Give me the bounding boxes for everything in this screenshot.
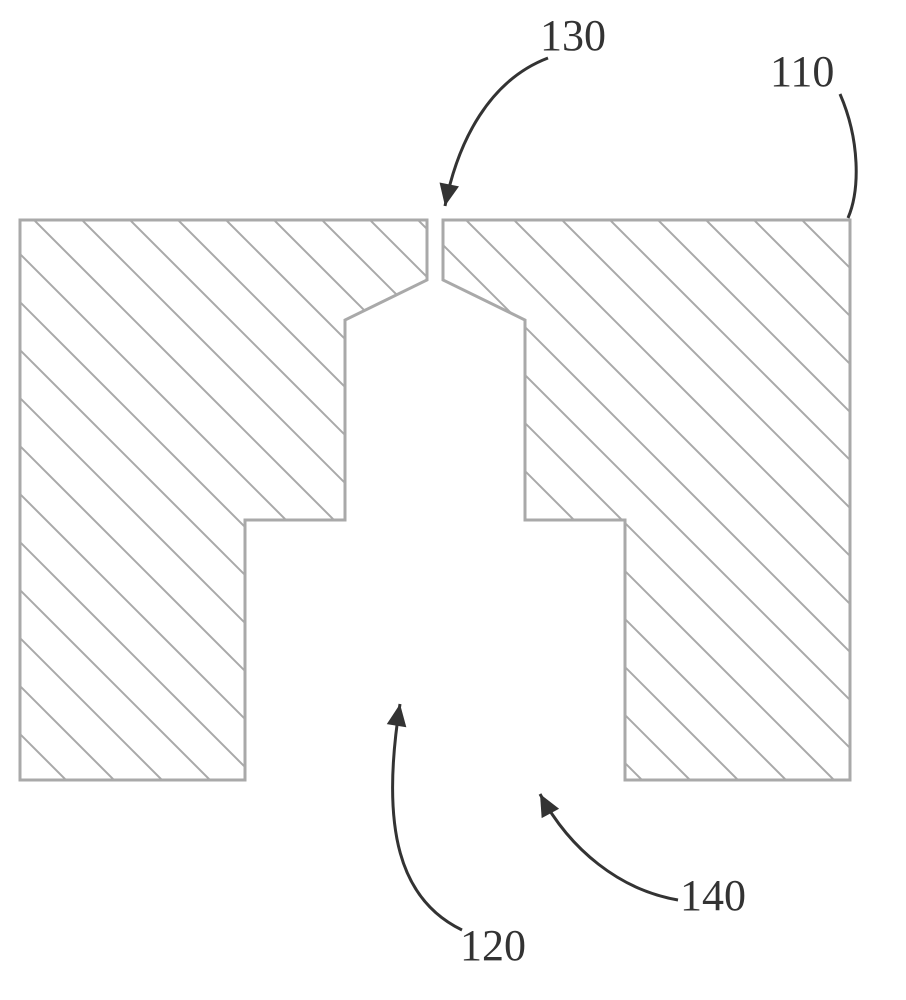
callout-arc-130 [445, 58, 548, 206]
callout-label-140: 140 [680, 870, 746, 921]
callout-label-130: 130 [540, 10, 606, 61]
callout-arc-110 [840, 94, 856, 218]
callout-arcs [387, 58, 856, 930]
callout-label-110: 110 [770, 46, 834, 97]
callout-arrowhead-130 [440, 183, 459, 206]
callout-arc-120 [393, 704, 462, 930]
callout-arrowhead-120 [387, 704, 407, 727]
hatched-region [0, 0, 900, 1000]
callout-label-120: 120 [460, 920, 526, 971]
callout-arc-140 [540, 794, 678, 900]
block-outline [20, 220, 850, 780]
diagram-svg [0, 0, 906, 1000]
callout-arrowhead-140 [540, 794, 559, 818]
